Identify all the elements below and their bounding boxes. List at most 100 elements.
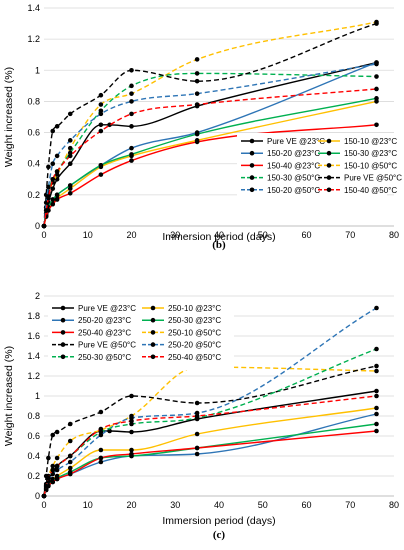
series-150-40-23-c: [41, 122, 379, 229]
legend-marker: [60, 305, 66, 311]
data-point: [374, 96, 379, 101]
data-point: [50, 479, 56, 485]
data-point: [67, 459, 73, 465]
data-point: [67, 465, 73, 471]
data-point: [129, 99, 134, 104]
x-axis-label: Immersion period (days): [162, 515, 275, 527]
data-point: [67, 183, 73, 188]
x-tick-label: 20: [126, 500, 136, 510]
legend-label: 150-20 @50°C: [267, 186, 320, 195]
data-point: [50, 176, 56, 182]
y-tick-label: 0.4: [27, 451, 40, 461]
data-point: [67, 438, 73, 444]
legend-marker: [326, 150, 332, 156]
y-tick-label: 0.8: [27, 411, 40, 421]
data-point: [67, 153, 73, 159]
x-tick-label: 50: [258, 500, 268, 510]
data-point: [374, 368, 379, 374]
data-point: [67, 138, 73, 143]
legend-marker: [249, 163, 255, 168]
y-tick-label: 0: [35, 491, 40, 501]
data-point: [129, 447, 134, 453]
legend-marker: [249, 150, 255, 156]
y-tick-label: 0.2: [27, 190, 40, 200]
series-250-40-50-c: [41, 393, 379, 499]
data-point: [50, 463, 56, 469]
data-point: [98, 455, 104, 461]
x-tick-label: 20: [126, 230, 136, 240]
legend-marker: [249, 138, 255, 144]
data-point: [98, 459, 104, 465]
x-tick-label: 40: [214, 230, 224, 240]
series-250-30-23-c: [41, 421, 379, 499]
chart-panel-b: 0 0.2 0.4 0.6 0.8 1 1.2 1.4 0 10 20 30 40 50 60 70 80 Imm…: [3, 3, 402, 251]
data-point: [98, 162, 104, 168]
x-tick-label: 70: [345, 230, 355, 240]
data-point: [54, 176, 60, 182]
data-point: [129, 418, 134, 424]
data-point: [98, 447, 104, 453]
data-point: [98, 122, 104, 128]
data-point: [129, 111, 134, 117]
y-tick-label: 0.8: [27, 96, 40, 106]
legend-marker: [249, 175, 255, 180]
legend: Pure VE @23°C 150-10 @23°C 150-20 @23°C 150…: [237, 133, 402, 218]
data-point: [46, 184, 51, 190]
x-tick-label: 50: [258, 230, 268, 240]
legend-marker: [60, 342, 66, 347]
data-point: [54, 124, 60, 129]
data-point: [67, 161, 73, 167]
data-point: [374, 61, 379, 67]
data-point: [374, 74, 379, 79]
legend-item: Pure VE @50°C: [318, 174, 402, 183]
data-point: [54, 429, 60, 435]
data-point: [67, 453, 73, 459]
data-point: [374, 428, 379, 434]
legend-item: Pure VE @23°C: [241, 137, 325, 146]
legend-label: 150-20 @23°C: [267, 149, 320, 158]
legend-label: Pure VE @50°C: [344, 174, 402, 183]
data-point: [50, 128, 56, 134]
data-point: [194, 413, 200, 419]
series-250-40-23-c: [41, 428, 379, 499]
data-point: [129, 91, 134, 96]
x-tick-label: 60: [301, 500, 311, 510]
legend-label: 250-40 @50°C: [168, 353, 221, 362]
legend-marker: [150, 330, 156, 335]
data-point: [374, 405, 379, 411]
data-point: [194, 102, 200, 107]
y-tick-label: 1.4: [27, 3, 40, 13]
legend-item: 150-20 @50°C: [241, 186, 320, 195]
legend-marker: [326, 138, 332, 144]
data-point: [194, 431, 200, 437]
legend-item: 150-40 @23°C: [241, 161, 320, 170]
legend-label: 250-30 @23°C: [168, 316, 221, 325]
legend-label: 250-20 @23°C: [78, 316, 131, 325]
legend-item: 250-20 @23°C: [52, 316, 131, 325]
legend-marker: [150, 354, 156, 360]
legend-marker: [60, 354, 66, 360]
series-line: [43, 390, 377, 497]
data-point: [67, 191, 73, 196]
x-tick-label: 0: [41, 500, 46, 510]
legend-label: Pure VE @50°C: [78, 341, 136, 350]
data-point: [129, 451, 134, 457]
data-point: [98, 426, 104, 432]
data-point: [374, 21, 379, 26]
legend-item: 250-40 @23°C: [52, 328, 131, 337]
legend-item: 150-40 @50°C: [318, 186, 397, 195]
data-point: [194, 445, 200, 451]
legend-label: Pure VE @23°C: [78, 304, 136, 313]
legend-label: 250-10 @23°C: [168, 304, 221, 313]
data-point: [129, 393, 134, 399]
series-line: [43, 22, 377, 227]
data-point: [98, 409, 104, 415]
data-point: [129, 83, 134, 89]
series-250-20-23-c: [41, 411, 379, 499]
x-tick-label: 40: [214, 500, 224, 510]
legend-item: 250-10 @50°C: [142, 328, 221, 337]
legend-marker: [150, 342, 156, 347]
legend-label: 150-30 @23°C: [344, 149, 397, 158]
data-point: [50, 467, 56, 473]
data-point: [129, 429, 134, 435]
